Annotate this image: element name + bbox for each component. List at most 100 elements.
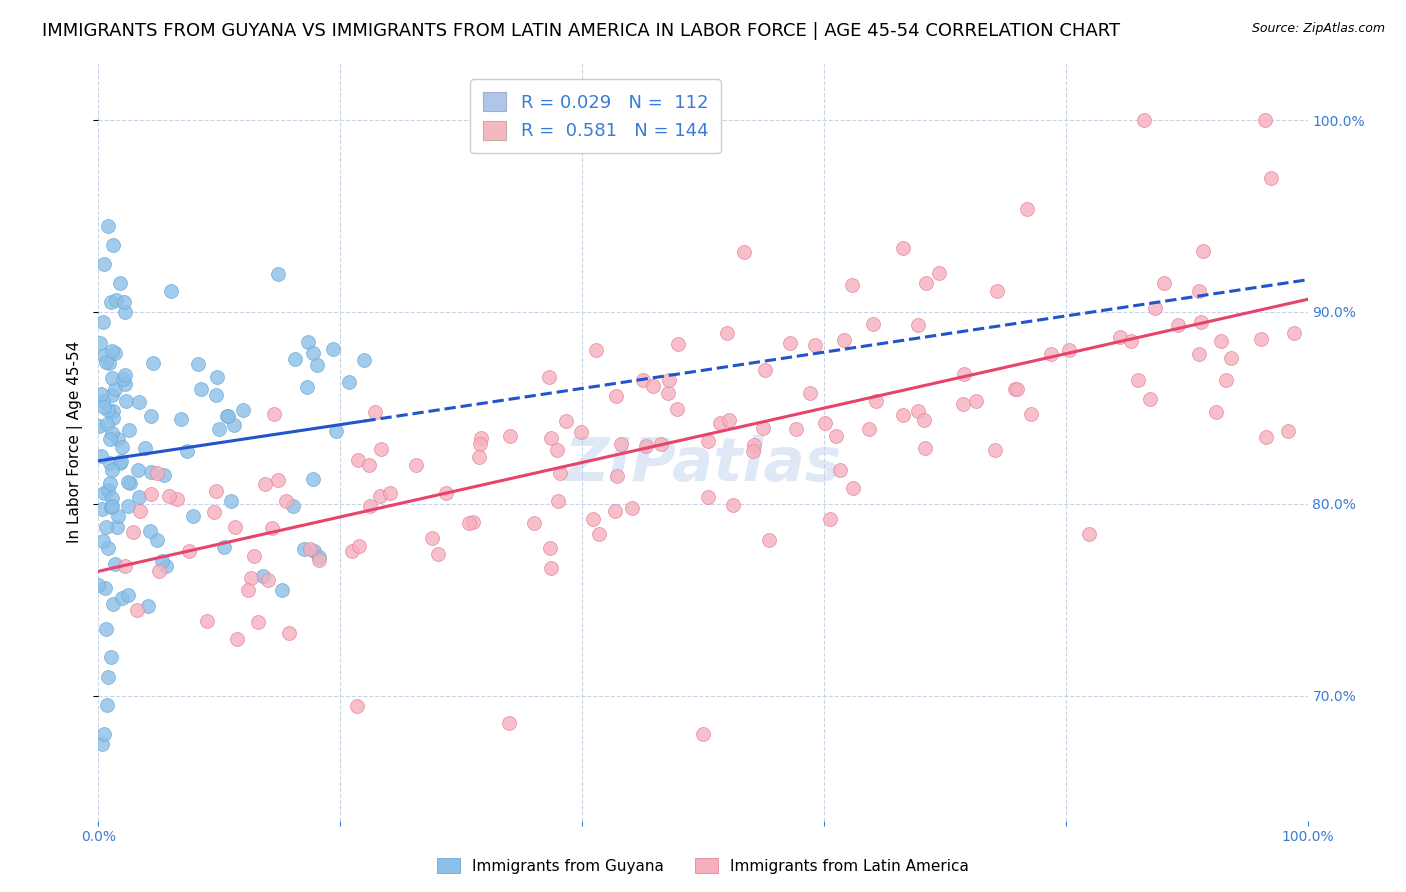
Point: [96, 354, 118, 368]
Point: [114, 377, 136, 392]
Point: [1121, 334, 1143, 348]
Point: [1108, 330, 1130, 344]
Point: [302, 544, 325, 558]
Point: [634, 439, 657, 453]
Point: [498, 716, 520, 731]
Point: [986, 284, 1008, 298]
Point: [865, 394, 887, 409]
Point: [205, 388, 228, 402]
Point: [120, 475, 142, 490]
Point: [820, 512, 842, 526]
Point: [841, 278, 863, 293]
Point: [353, 353, 375, 368]
Point: [146, 467, 169, 481]
Point: [1153, 276, 1175, 290]
Point: [1139, 392, 1161, 407]
Legend: Immigrants from Guyana, Immigrants from Latin America: Immigrants from Guyana, Immigrants from …: [432, 852, 974, 880]
Point: [93, 394, 115, 409]
Point: [157, 489, 180, 503]
Point: [224, 520, 246, 534]
Point: [91, 533, 114, 548]
Point: [458, 516, 481, 530]
Point: [1188, 347, 1211, 361]
Point: [952, 397, 974, 411]
Point: [540, 431, 562, 445]
Point: [112, 372, 135, 386]
Point: [101, 370, 124, 384]
Point: [1007, 382, 1029, 396]
Point: [112, 295, 135, 310]
Point: [117, 475, 139, 489]
Point: [160, 284, 183, 298]
Point: [134, 441, 156, 455]
Point: [357, 458, 380, 473]
Point: [912, 412, 935, 426]
Point: [87, 578, 110, 592]
Point: [1215, 373, 1237, 387]
Point: [468, 450, 491, 464]
Point: [122, 525, 145, 540]
Point: [110, 454, 132, 468]
Point: [94, 622, 117, 636]
Point: [100, 388, 122, 402]
Point: [666, 337, 689, 351]
Point: [370, 489, 392, 503]
Point: [100, 500, 122, 514]
Point: [297, 335, 319, 350]
Point: [907, 318, 929, 332]
Point: [828, 463, 851, 477]
Point: [1126, 373, 1149, 387]
Point: [270, 582, 292, 597]
Point: [104, 345, 127, 359]
Point: [914, 442, 936, 456]
Point: [91, 315, 114, 329]
Point: [204, 505, 226, 519]
Point: [252, 569, 274, 583]
Point: [665, 401, 688, 416]
Point: [1191, 244, 1213, 258]
Point: [468, 437, 491, 451]
Point: [129, 503, 152, 517]
Point: [547, 494, 569, 508]
Point: [105, 520, 128, 534]
Point: [346, 699, 368, 714]
Point: [1057, 343, 1080, 357]
Point: [292, 541, 315, 556]
Point: [114, 305, 136, 319]
Point: [779, 336, 801, 351]
Point: [983, 442, 1005, 457]
Point: [100, 295, 122, 310]
Point: [953, 367, 976, 381]
Point: [94, 582, 117, 596]
Point: [111, 440, 134, 454]
Point: [1254, 429, 1277, 443]
Point: [463, 516, 485, 530]
Point: [364, 405, 387, 419]
Point: [928, 266, 950, 280]
Point: [305, 358, 328, 372]
Point: [136, 599, 159, 613]
Point: [97, 670, 120, 684]
Point: [347, 452, 370, 467]
Point: [1250, 332, 1272, 346]
Point: [107, 432, 129, 446]
Point: [101, 463, 124, 477]
Point: [610, 437, 633, 451]
Point: [754, 363, 776, 377]
Point: [405, 458, 427, 472]
Point: [91, 737, 114, 751]
Point: [98, 433, 121, 447]
Point: [217, 409, 239, 424]
Point: [107, 508, 129, 523]
Point: [90, 501, 112, 516]
Point: [208, 422, 231, 436]
Point: [150, 554, 173, 568]
Point: [301, 472, 323, 486]
Point: [257, 573, 280, 587]
Point: [221, 494, 243, 508]
Point: [301, 346, 323, 360]
Point: [141, 356, 163, 370]
Point: [696, 434, 718, 449]
Point: [274, 494, 297, 508]
Point: [834, 333, 856, 347]
